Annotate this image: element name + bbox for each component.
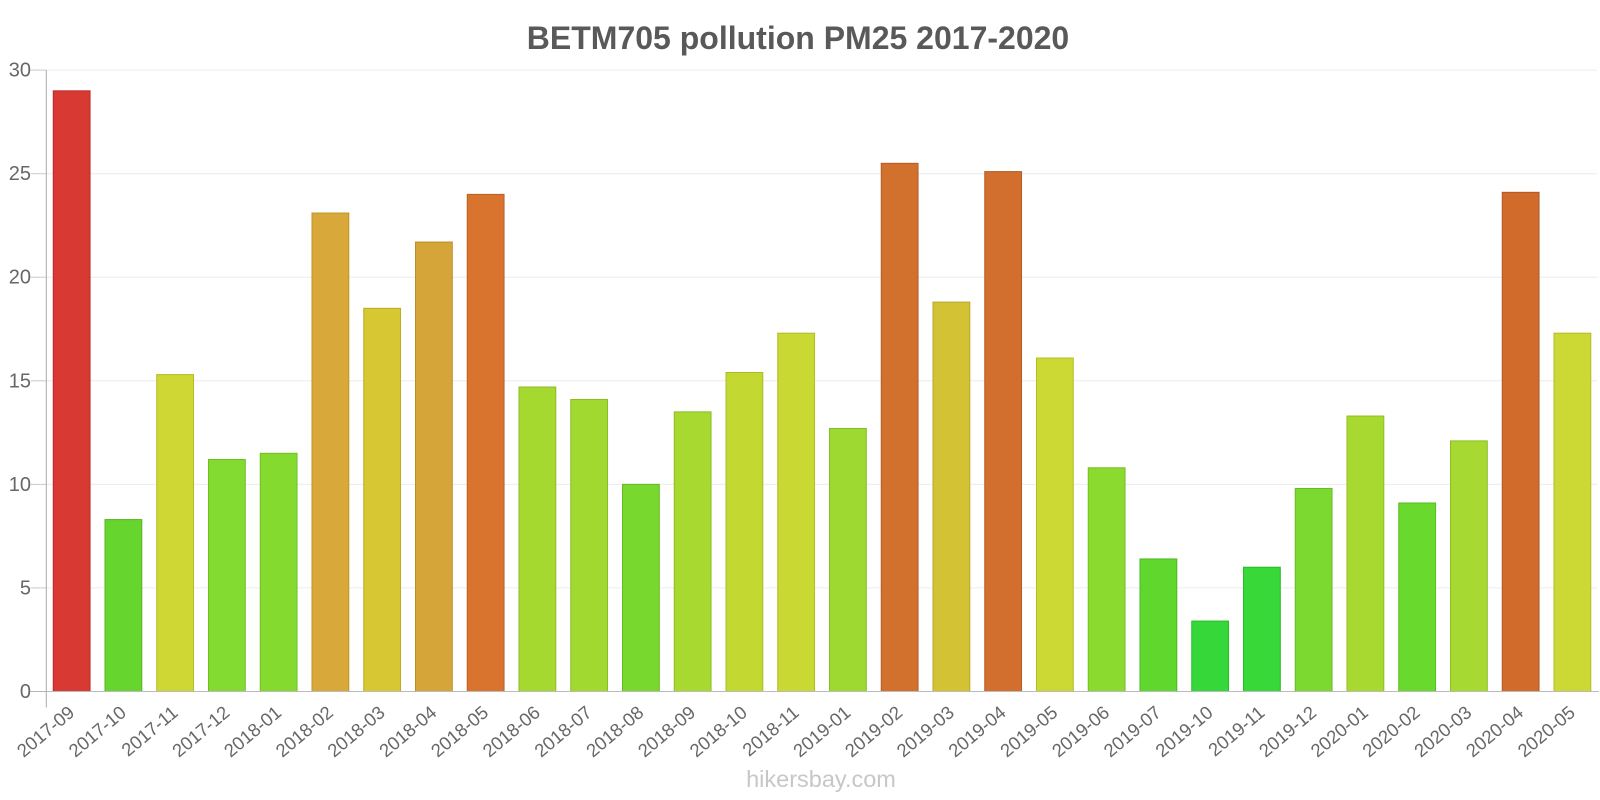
svg-text:BETM705 pollution PM25 2017-20: BETM705 pollution PM25 2017-2020 <box>527 20 1069 56</box>
svg-text:hikersbay.com: hikersbay.com <box>746 766 896 792</box>
svg-text:20: 20 <box>9 267 31 289</box>
svg-text:15: 15 <box>9 370 31 392</box>
svg-text:10: 10 <box>9 474 31 496</box>
svg-text:30: 30 <box>9 60 31 82</box>
svg-text:0: 0 <box>20 681 31 703</box>
svg-text:25: 25 <box>9 163 31 185</box>
svg-text:5: 5 <box>20 577 31 599</box>
